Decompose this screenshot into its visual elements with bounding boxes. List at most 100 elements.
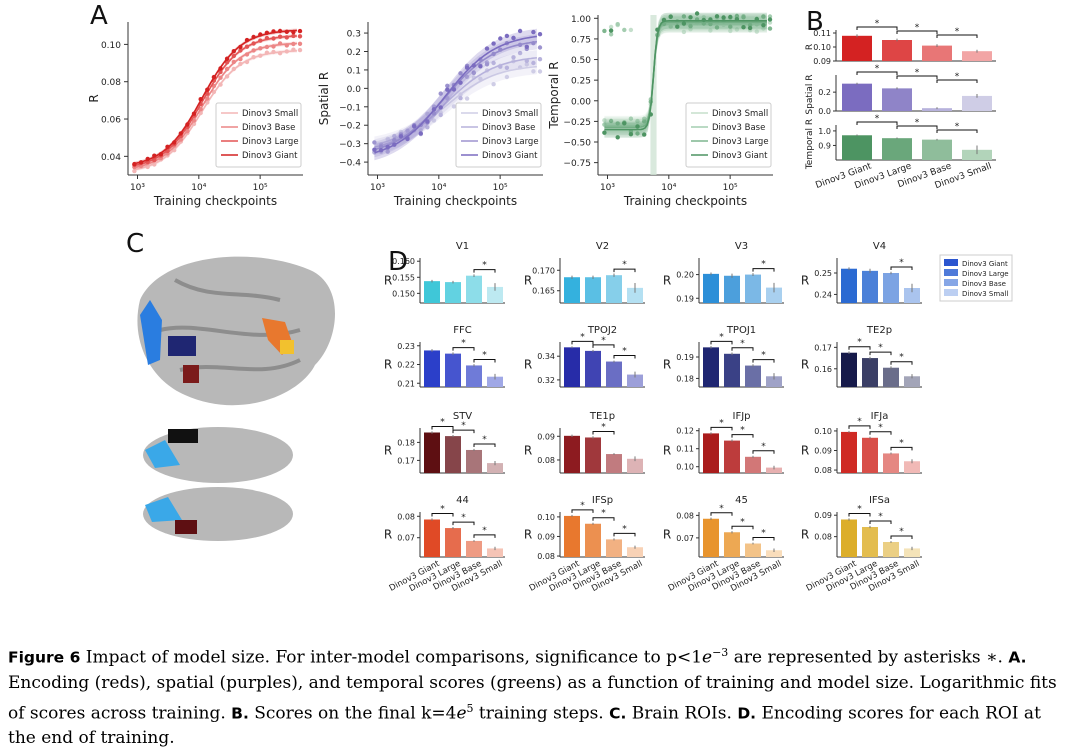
data-point [484, 62, 490, 67]
panel-d-subplot-tpoj1: TPOJ1 0.18 0.19 R * * * [663, 325, 784, 388]
data-point [524, 62, 529, 67]
y-tick-label: 0.32 [537, 376, 555, 385]
data-point [537, 32, 543, 37]
significance-star: * [482, 261, 487, 271]
y-axis-label: R [663, 358, 671, 372]
data-point [681, 14, 687, 19]
significance-bracket [452, 429, 475, 434]
data-point [372, 147, 377, 152]
bar [606, 539, 622, 557]
data-point [622, 121, 627, 126]
significance-bracket [936, 34, 978, 38]
y-tick-label: 0.18 [676, 374, 694, 383]
data-point [458, 80, 463, 85]
data-point [608, 32, 614, 37]
y-tick-label: −0.50 [563, 139, 591, 149]
significance-bracket [473, 358, 496, 363]
data-point [734, 27, 740, 32]
bar [606, 275, 622, 303]
y-tick-label: 0.08 [101, 78, 121, 88]
legend-swatch [944, 289, 958, 296]
y-axis-label: R [384, 358, 392, 372]
caption-b-text-1: Scores on the final k=4 [254, 703, 457, 724]
significance-bracket [592, 344, 615, 348]
significance-star: * [482, 350, 487, 360]
y-axis-label: Spatial R [317, 72, 331, 125]
data-point [628, 27, 634, 33]
subplot-title: V3 [735, 241, 748, 252]
data-point [524, 44, 529, 49]
y-tick-label: 0.11 [676, 445, 694, 454]
caption-b-label: B. [231, 704, 249, 723]
y-axis-label: R [801, 528, 809, 542]
data-point [372, 140, 377, 145]
y-tick-label: 0.3 [347, 30, 361, 40]
data-point [451, 87, 457, 92]
y-tick-label: 0.12 [676, 427, 694, 436]
bar [606, 361, 622, 387]
significance-bracket [613, 532, 636, 537]
data-point [741, 25, 746, 30]
significance-bracket [473, 443, 496, 447]
roi-visual-dorsal-bottom [145, 497, 182, 522]
data-point [464, 96, 470, 101]
y-tick-label: 0.09 [813, 57, 831, 66]
significance-bracket [856, 71, 898, 75]
confidence-band [604, 12, 767, 138]
y-axis-label: R [524, 274, 532, 288]
bar [487, 548, 503, 557]
bar [766, 287, 782, 303]
data-point [615, 22, 620, 27]
y-axis-label: Temporal R [547, 61, 561, 129]
bar [862, 437, 878, 473]
data-point [608, 24, 614, 30]
panel-d-subplot-te1p: TE1p 0.08 0.09 R * [524, 411, 645, 474]
panel-letter-D: D [388, 247, 408, 277]
subplot-title: IFSa [869, 495, 890, 506]
y-axis-label: R [384, 528, 392, 542]
data-point [504, 74, 510, 80]
significance-star: * [601, 509, 606, 519]
y-tick-label: 0.24 [814, 290, 832, 299]
data-point [412, 124, 417, 129]
x-tick-label: 10⁵ [493, 183, 508, 193]
y-tick-label: 0.08 [397, 512, 415, 521]
data-point [438, 91, 443, 96]
data-point [608, 118, 614, 124]
subplot-title: TPOJ2 [587, 325, 617, 336]
significance-star: * [580, 332, 585, 342]
subplot-title: TPOJ1 [726, 325, 756, 336]
roi-dorsal-dark-top [168, 429, 198, 443]
x-tick-label: 10⁵ [253, 183, 268, 193]
data-point [721, 15, 726, 20]
bar [883, 453, 899, 473]
legend-label: Dinov3 Base [482, 123, 535, 133]
bar [466, 540, 482, 557]
y-tick-label: −0.3 [339, 140, 361, 150]
significance-star: * [878, 423, 883, 433]
bar [445, 282, 461, 303]
y-tick-label: 0.08 [537, 456, 555, 465]
bar [487, 286, 503, 303]
significance-star: * [482, 526, 487, 536]
legend-label: Dinov3 Small [962, 290, 1008, 298]
significance-star: * [482, 435, 487, 445]
significance-star: * [875, 114, 880, 124]
significance-star: * [899, 258, 904, 268]
panel-a-plot-3: −0.75 −0.50 −0.25 0.00 0.25 0.50 0.75 1.00 10³ 10… [547, 11, 773, 208]
y-axis-label: R [524, 358, 532, 372]
subplot-title: FFC [453, 325, 472, 336]
y-tick-label: −0.2 [339, 122, 361, 132]
significance-star: * [761, 260, 766, 270]
panel-letter-B: B [806, 7, 824, 37]
bar [466, 365, 482, 387]
panel-b-subplot-1: 0.09 0.10 0.11 R * * * [805, 19, 996, 66]
caption-a-label: A. [1008, 648, 1027, 667]
y-tick-label: 0.19 [676, 294, 694, 303]
significance-bracket [613, 268, 636, 273]
legend-label: Dinov3 Large [962, 270, 1009, 278]
